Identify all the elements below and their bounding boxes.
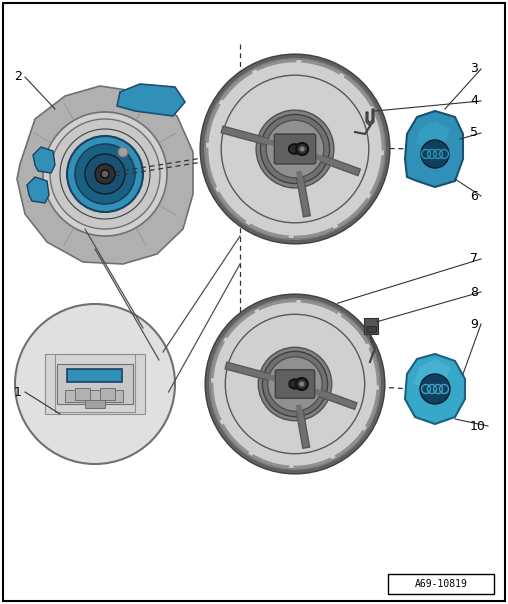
Circle shape bbox=[15, 304, 175, 464]
Text: 7: 7 bbox=[470, 252, 478, 266]
Bar bbox=[388, 574, 494, 594]
Circle shape bbox=[299, 381, 305, 387]
Bar bbox=[57, 364, 133, 404]
Text: 8: 8 bbox=[470, 286, 478, 298]
Text: 3: 3 bbox=[470, 62, 478, 76]
Polygon shape bbox=[413, 359, 450, 387]
Circle shape bbox=[256, 110, 334, 188]
Circle shape bbox=[85, 154, 125, 194]
Circle shape bbox=[101, 170, 109, 178]
Text: 4: 4 bbox=[470, 94, 478, 108]
Circle shape bbox=[262, 352, 328, 417]
FancyBboxPatch shape bbox=[275, 370, 314, 398]
Text: 5: 5 bbox=[470, 126, 478, 140]
Polygon shape bbox=[405, 111, 463, 187]
Text: 10: 10 bbox=[470, 420, 486, 432]
Circle shape bbox=[420, 374, 450, 404]
Bar bbox=[100, 388, 115, 400]
Circle shape bbox=[43, 112, 167, 236]
Circle shape bbox=[290, 144, 300, 155]
Text: 9: 9 bbox=[470, 318, 478, 330]
Circle shape bbox=[421, 140, 449, 168]
Polygon shape bbox=[17, 86, 193, 264]
Text: 2: 2 bbox=[14, 71, 22, 83]
Bar bbox=[364, 318, 378, 334]
Bar bbox=[75, 388, 90, 400]
Polygon shape bbox=[27, 177, 49, 203]
Circle shape bbox=[75, 144, 135, 204]
Bar bbox=[65, 390, 123, 402]
Text: A69-10819: A69-10819 bbox=[415, 579, 467, 589]
Text: 1: 1 bbox=[14, 385, 22, 399]
Circle shape bbox=[299, 146, 305, 152]
Circle shape bbox=[67, 136, 143, 212]
Circle shape bbox=[289, 144, 298, 153]
Polygon shape bbox=[415, 121, 450, 147]
Polygon shape bbox=[366, 109, 374, 126]
Circle shape bbox=[95, 164, 115, 184]
Circle shape bbox=[292, 146, 298, 152]
FancyBboxPatch shape bbox=[274, 134, 315, 164]
Bar bbox=[55, 354, 135, 412]
Text: 6: 6 bbox=[470, 190, 478, 202]
Polygon shape bbox=[117, 84, 185, 116]
Circle shape bbox=[118, 147, 128, 157]
Circle shape bbox=[266, 120, 324, 178]
Circle shape bbox=[296, 143, 308, 155]
Circle shape bbox=[290, 379, 300, 389]
Circle shape bbox=[210, 299, 380, 469]
Circle shape bbox=[296, 378, 308, 390]
Circle shape bbox=[268, 357, 322, 411]
Bar bbox=[366, 326, 376, 332]
Circle shape bbox=[205, 59, 385, 239]
Circle shape bbox=[293, 382, 298, 387]
Circle shape bbox=[50, 119, 160, 229]
Polygon shape bbox=[405, 354, 465, 424]
Circle shape bbox=[258, 347, 332, 421]
Circle shape bbox=[289, 380, 298, 388]
Polygon shape bbox=[33, 147, 55, 173]
Bar bbox=[67, 369, 122, 382]
Circle shape bbox=[261, 114, 330, 184]
Bar bbox=[85, 400, 105, 408]
Bar bbox=[45, 354, 145, 414]
